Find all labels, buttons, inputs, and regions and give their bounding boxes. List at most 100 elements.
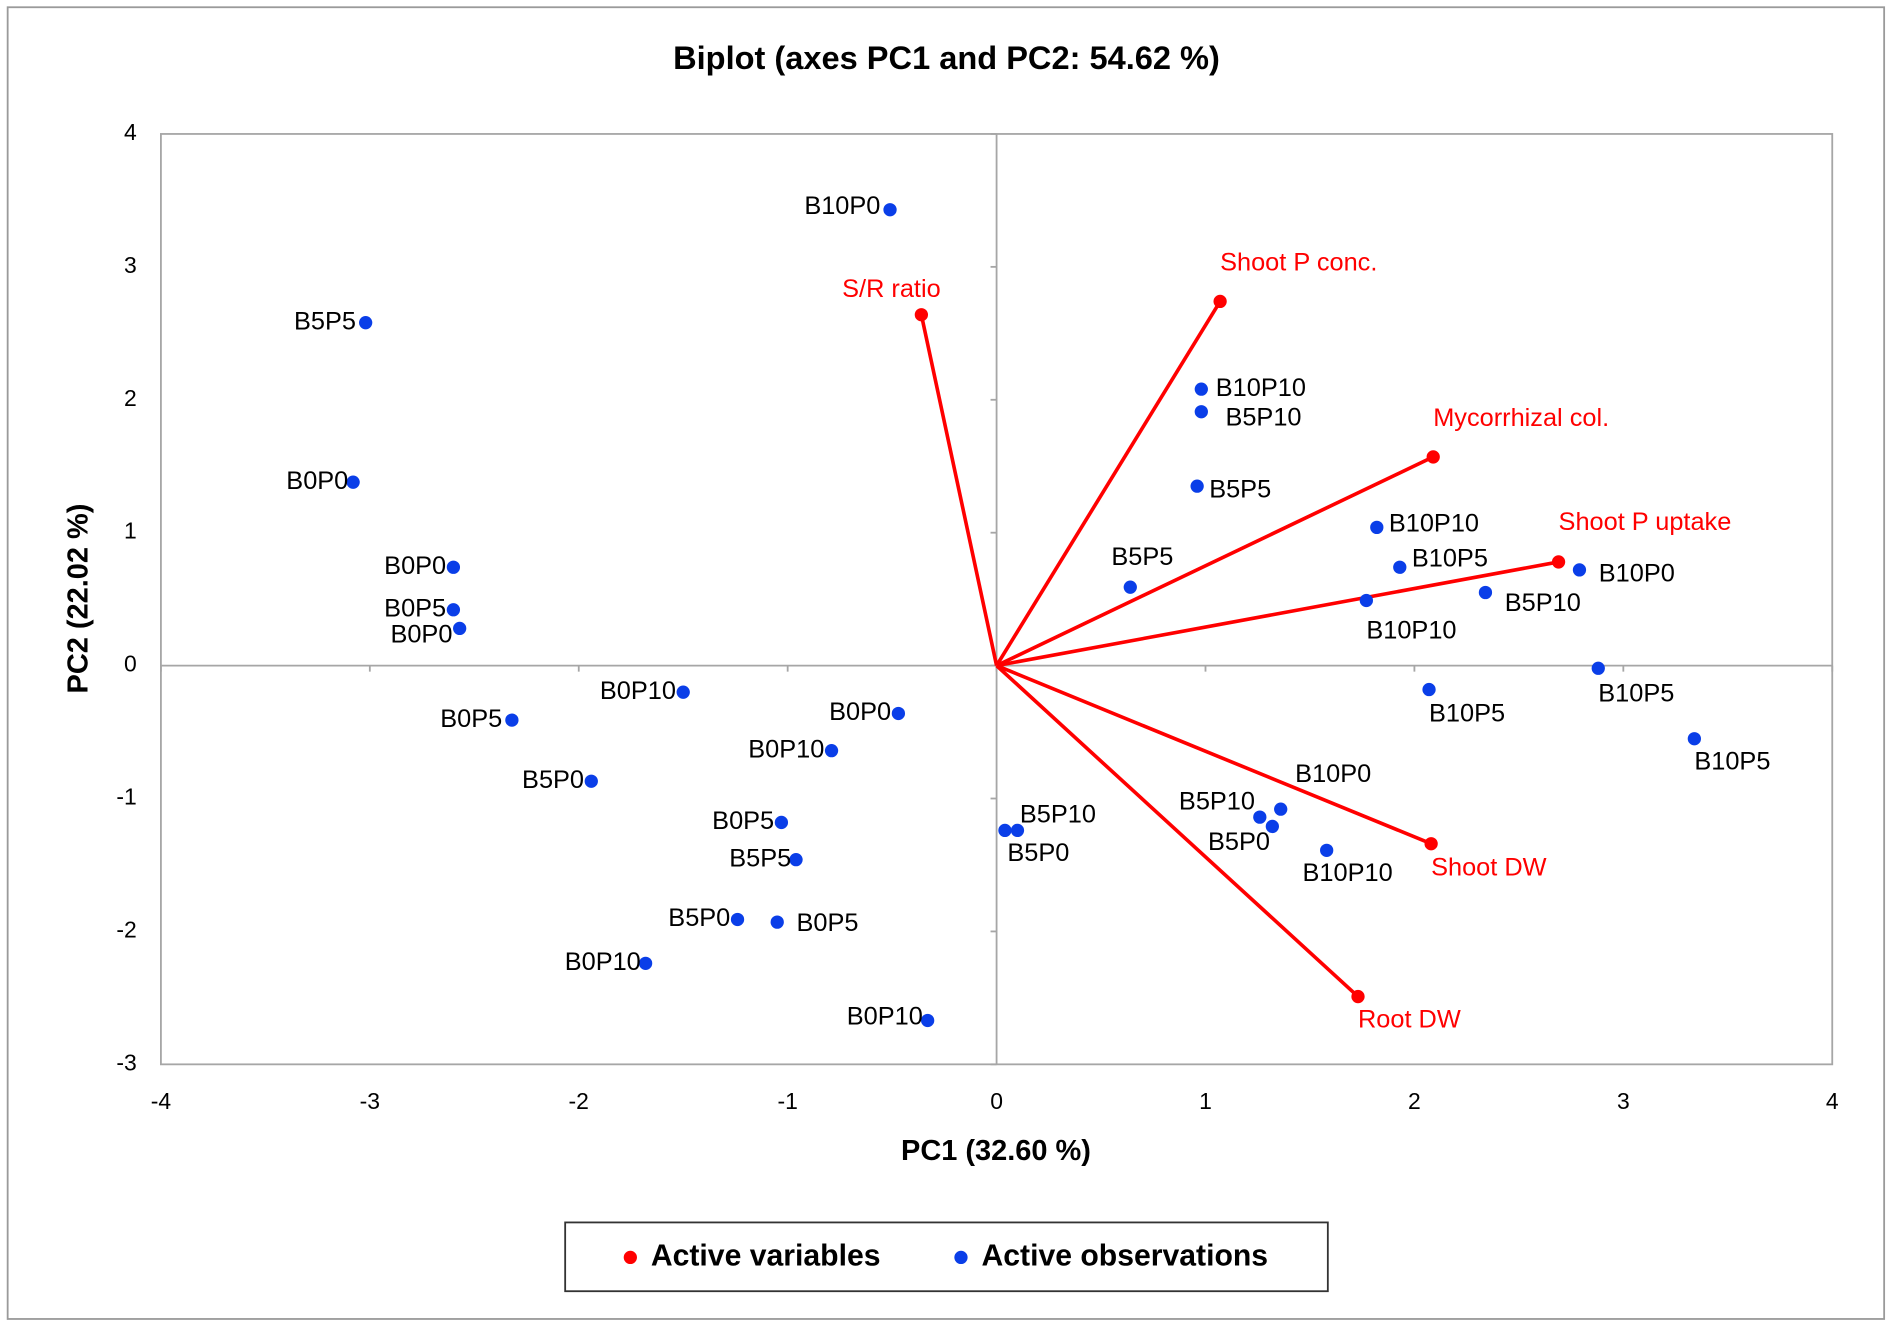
y-tick-label: 2 <box>124 385 137 411</box>
observation-label: B5P10 <box>1505 589 1581 617</box>
observation-label: B10P10 <box>1216 374 1306 402</box>
observation-label: B0P0 <box>829 698 891 726</box>
y-tick-label: -1 <box>116 784 136 810</box>
variable-vector <box>919 314 999 666</box>
observation-label: B10P0 <box>804 192 880 220</box>
variable-vector <box>996 560 1559 668</box>
variable-point <box>1426 450 1440 464</box>
observation-point <box>359 316 373 330</box>
variable-label: Mycorrhizal col. <box>1433 404 1609 432</box>
observation-point <box>1194 405 1208 419</box>
x-tick-label: -3 <box>360 1088 380 1114</box>
observation-point <box>1190 479 1204 493</box>
x-tick-label: 1 <box>1199 1088 1212 1114</box>
observation-label: B5P0 <box>522 766 584 794</box>
chart-frame <box>6 6 1886 1320</box>
x-tick-label: 4 <box>1826 1088 1839 1114</box>
observation-label: B5P10 <box>1179 787 1255 815</box>
observation-label: B0P5 <box>797 909 859 937</box>
legend-label: Active observations <box>981 1239 1268 1272</box>
observation-label: B0P10 <box>748 735 824 763</box>
observation-label: B5P5 <box>294 307 356 335</box>
observation-point <box>998 823 1012 838</box>
observation-point <box>921 1013 935 1028</box>
observation-label: B0P5 <box>440 705 502 733</box>
legend-box <box>564 1221 1329 1293</box>
variable-point <box>1551 555 1566 569</box>
y-tick-label: 0 <box>124 651 137 677</box>
variable-label: Shoot DW <box>1431 854 1547 882</box>
observation-point <box>1687 732 1701 746</box>
observation-label: B10P5 <box>1412 545 1488 573</box>
x-tick-label: 3 <box>1617 1088 1630 1114</box>
variable-vector <box>995 300 1222 667</box>
observation-label: B0P5 <box>384 594 446 622</box>
variable-point <box>914 308 929 322</box>
observation-point <box>789 853 803 867</box>
y-tick-label: -3 <box>116 1049 136 1075</box>
observation-label: B10P10 <box>1389 510 1479 538</box>
observation-label: B10P5 <box>1598 679 1674 707</box>
observation-label: B0P10 <box>847 1003 923 1031</box>
observation-label: B0P10 <box>565 948 641 976</box>
observation-label: B5P0 <box>668 904 730 932</box>
variable-vector <box>995 455 1434 668</box>
variable-label: S/R ratio <box>842 275 941 303</box>
y-tick-label: 4 <box>124 119 137 145</box>
variable-vector <box>995 663 1432 846</box>
observation-label: B5P5 <box>1111 543 1173 571</box>
observation-point <box>774 815 789 830</box>
legend-marker <box>954 1250 968 1265</box>
observation-point <box>883 203 897 217</box>
observation-label: B10P5 <box>1694 748 1770 776</box>
x-tick-label: -4 <box>151 1088 172 1114</box>
variable-point <box>1424 837 1438 851</box>
observation-point <box>1194 382 1208 396</box>
x-axis-label: PC1 (32.60 %) <box>901 1135 1091 1167</box>
observation-point <box>1370 520 1384 535</box>
chart-title: Biplot (axes PC1 and PC2: 54.62 %) <box>673 40 1220 76</box>
variable-label: Shoot P uptake <box>1559 508 1732 536</box>
variable-label: Root DW <box>1358 1005 1461 1033</box>
observation-label: B10P10 <box>1366 617 1456 645</box>
y-axis-label: PC2 (22.02 %) <box>63 504 95 694</box>
x-tick-label: -2 <box>569 1088 589 1114</box>
variable-point <box>1213 294 1227 309</box>
observation-point <box>1591 661 1605 675</box>
observation-point <box>346 475 360 489</box>
observation-label: B5P0 <box>1007 839 1069 867</box>
observation-point <box>1010 823 1025 838</box>
legend-label: Active variables <box>651 1239 881 1272</box>
x-tick-label: 2 <box>1408 1088 1421 1114</box>
observation-point <box>891 706 906 721</box>
y-tick-label: -2 <box>116 916 136 942</box>
observation-label: B0P0 <box>384 552 446 580</box>
observation-label: B0P0 <box>286 467 348 495</box>
observation-label: B0P5 <box>712 807 774 835</box>
observation-point <box>1320 843 1334 857</box>
observation-label: B10P5 <box>1429 700 1505 728</box>
x-tick-label: 0 <box>990 1088 1003 1114</box>
observation-label: B5P10 <box>1225 404 1301 432</box>
observation-point <box>676 685 690 699</box>
variable-label: Shoot P conc. <box>1220 249 1377 277</box>
observation-label: B0P0 <box>390 620 452 648</box>
observation-point <box>1478 585 1493 600</box>
observation-point <box>453 621 467 636</box>
observation-label: B5P0 <box>1208 828 1270 856</box>
observation-label: B5P5 <box>1209 476 1271 504</box>
variable-vector <box>995 664 1360 998</box>
observation-point <box>1393 560 1407 574</box>
observation-point <box>1422 682 1436 697</box>
y-tick-label: 1 <box>124 518 137 544</box>
observation-point <box>770 915 784 929</box>
y-tick-label: 3 <box>124 252 137 278</box>
variable-point <box>1351 989 1365 1004</box>
observation-label: B10P10 <box>1303 859 1393 887</box>
x-tick-label: -1 <box>777 1088 797 1114</box>
observation-point <box>1359 593 1373 608</box>
observation-label: B10P0 <box>1295 760 1371 788</box>
observation-label: B5P10 <box>1020 801 1096 829</box>
